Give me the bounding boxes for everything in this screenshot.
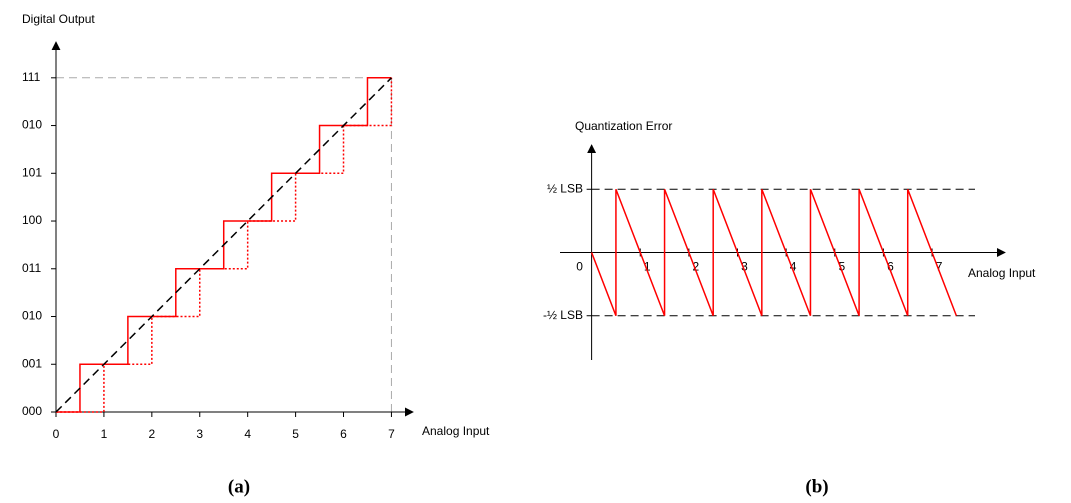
x-tick-label: 0: [53, 427, 60, 441]
y-tick-label: 000: [22, 404, 42, 418]
x-tick-label: 7: [936, 260, 943, 274]
y-tick-label: 111: [22, 70, 41, 84]
x-tick-label: 3: [196, 427, 203, 441]
y-tick-label: 100: [22, 213, 42, 227]
y-tick-label: -½ LSB: [543, 308, 583, 322]
y-tick-label: 101: [22, 165, 42, 179]
x-tick-label: 7: [388, 427, 395, 441]
y-tick-label: 001: [22, 356, 42, 370]
x-tick-label: 5: [838, 260, 845, 274]
y-tick-label: 010: [22, 309, 42, 323]
series-line: [590, 188, 958, 317]
x-axis-label: Analog Input: [422, 424, 490, 438]
x-tick-label: 6: [340, 427, 347, 441]
x-tick-label: 2: [148, 427, 155, 441]
x-axis-label: Analog Input: [968, 266, 1036, 280]
x-tick-label: 0: [576, 260, 583, 274]
x-tick-label: 4: [244, 427, 251, 441]
y-tick-label: 010: [22, 118, 42, 132]
y-axis-label: Digital Output: [22, 12, 95, 26]
x-tick-label: 1: [101, 427, 108, 441]
x-tick-label: 1: [644, 260, 651, 274]
y-tick-label: ½ LSB: [547, 181, 583, 195]
caption: (b): [805, 476, 828, 497]
x-tick-label: 5: [292, 427, 299, 441]
x-tick-label: 2: [693, 260, 700, 274]
y-axis-label: Quantization Error: [575, 119, 672, 133]
x-tick-label: 4: [790, 260, 797, 274]
x-tick-label: 3: [741, 260, 748, 274]
y-tick-label: 011: [22, 261, 41, 275]
caption: (a): [228, 476, 250, 497]
series-line: [55, 77, 392, 413]
x-tick-label: 6: [887, 260, 894, 274]
